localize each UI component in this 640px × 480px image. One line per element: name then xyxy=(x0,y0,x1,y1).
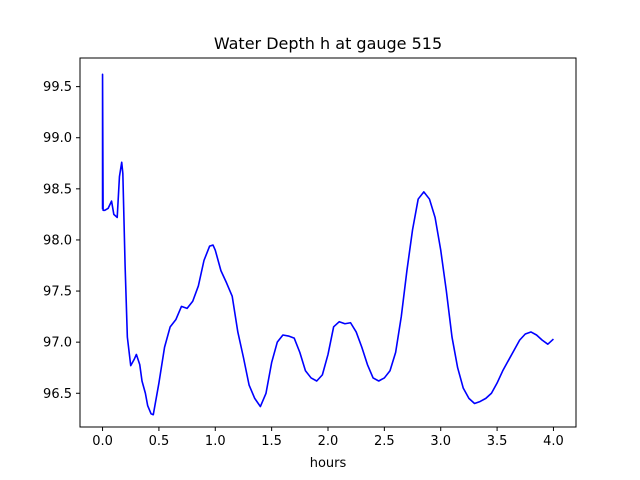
y-tick-label: 97.5 xyxy=(43,285,72,300)
x-tick-label: 2.5 xyxy=(374,434,395,449)
x-tick-label: 3.5 xyxy=(487,434,508,449)
y-tick-label: 99.0 xyxy=(43,131,72,146)
y-axis: 96.5 97.0 97.5 98.0 98.5 99.0 99.5 xyxy=(43,80,80,402)
x-tick-label: 2.0 xyxy=(318,434,339,449)
x-tick-label: 1.5 xyxy=(261,434,282,449)
x-tick-label: 0.0 xyxy=(92,434,113,449)
x-axis: 0.0 0.5 1.0 1.5 2.0 2.5 3.0 3.5 4.0 xyxy=(92,427,564,449)
x-tick-label: 1.0 xyxy=(205,434,226,449)
plot-area xyxy=(101,73,554,416)
x-tick-label: 3.0 xyxy=(430,434,451,449)
y-tick-label: 97.0 xyxy=(43,336,72,351)
y-tick-label: 96.5 xyxy=(43,387,72,402)
y-tick-label: 99.5 xyxy=(43,80,72,95)
series-line-0 xyxy=(101,73,554,416)
x-axis-label: hours xyxy=(310,456,347,471)
x-tick-label: 0.5 xyxy=(149,434,170,449)
y-tick-label: 98.5 xyxy=(43,182,72,197)
y-tick-label: 98.0 xyxy=(43,233,72,248)
x-tick-label: 4.0 xyxy=(543,434,564,449)
chart-title: Water Depth h at gauge 515 xyxy=(214,34,442,53)
